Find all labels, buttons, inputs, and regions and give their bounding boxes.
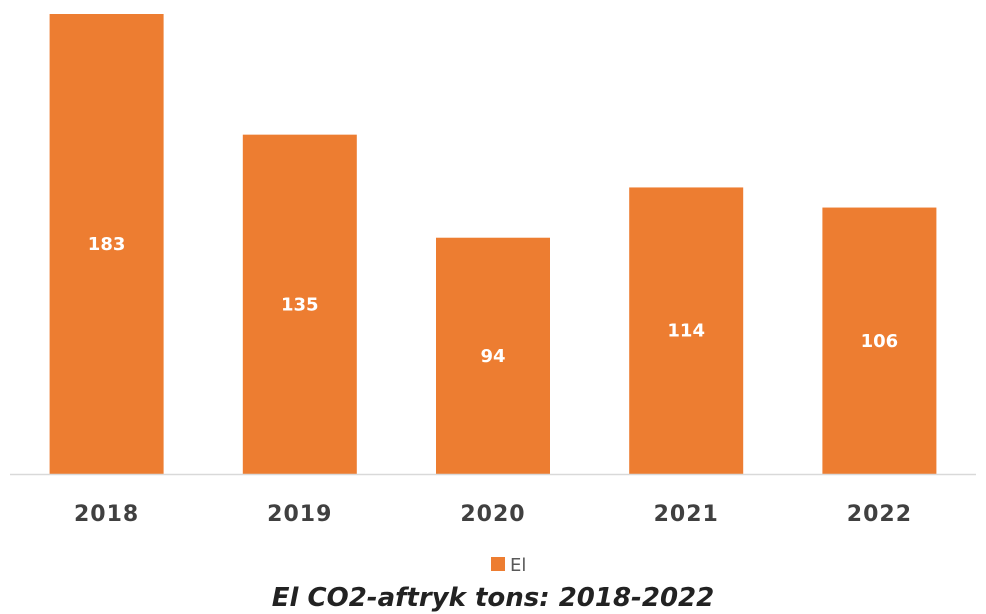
bar-2018 — [49, 14, 164, 474]
bar-2019 — [242, 134, 357, 474]
x-tick-2019: 2019 — [267, 502, 332, 527]
bar-value-2022: 106 — [861, 331, 899, 352]
x-tick-2022: 2022 — [847, 502, 912, 527]
legend-label-el: El — [510, 555, 526, 576]
bar-value-2021: 114 — [667, 321, 705, 342]
bar-value-2018: 183 — [88, 234, 126, 255]
bar-value-2020: 94 — [480, 346, 505, 367]
x-tick-2018: 2018 — [74, 502, 139, 527]
legend: El — [491, 555, 526, 576]
bar-value-2019: 135 — [281, 294, 319, 315]
x-tick-2021: 2021 — [654, 502, 719, 527]
bar-2022 — [822, 207, 937, 474]
x-tick-2020: 2020 — [460, 502, 525, 527]
legend-swatch-el — [491, 557, 505, 571]
chart-caption: El CO2-aftryk tons: 2018-2022 — [272, 583, 714, 613]
bars-group — [49, 14, 937, 474]
bar-2020 — [436, 237, 550, 474]
x-tick-labels: 2018 2019 2020 2021 2022 — [74, 502, 912, 527]
bar-value-labels: 183 135 94 114 106 — [88, 234, 898, 367]
bar-2021 — [629, 187, 744, 474]
